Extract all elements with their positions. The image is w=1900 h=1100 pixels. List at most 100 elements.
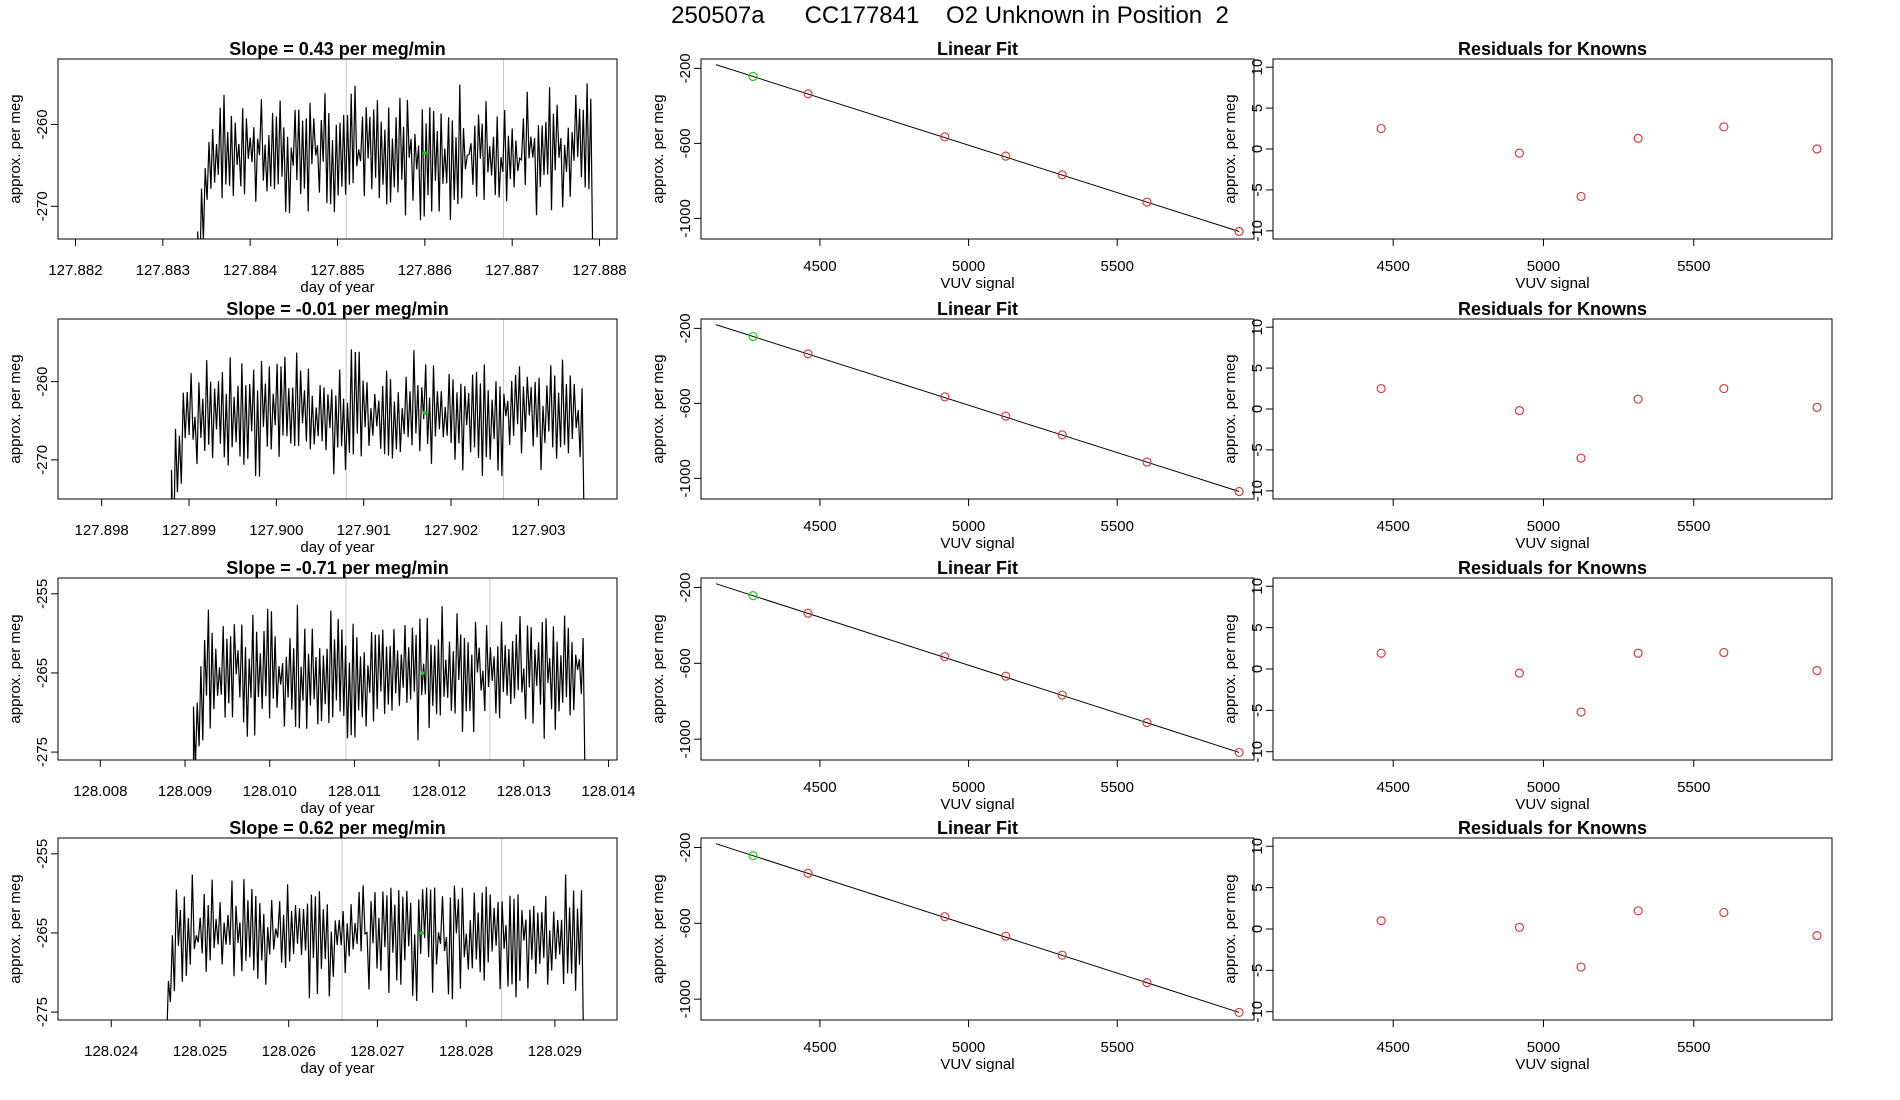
- y-axis-label: approx. per meg: [1222, 614, 1239, 723]
- panel-linear-fit-row2: Linear Fit 4500 5000 5500 -200 -600 -1000 VUV s…: [650, 299, 1255, 552]
- data-point: [1719, 907, 1729, 918]
- plot-area: [715, 583, 1244, 758]
- panel-title: Residuals for Knowns: [1458, 39, 1647, 59]
- panel-title: Linear Fit: [937, 39, 1018, 59]
- data-point: [803, 608, 813, 618]
- data-point: [1057, 690, 1067, 700]
- x-tick-label: 128.028: [439, 1043, 493, 1060]
- panel-linear-fit-row4: Linear Fit 4500 5000 5500 -200 -600 -1000 VUV s…: [650, 818, 1255, 1073]
- plot-area: [1376, 647, 1822, 717]
- x-tick-label: 127.900: [249, 522, 303, 539]
- x-tick-label: 5500: [1677, 518, 1710, 535]
- panel-residuals-row3: Residuals for Knowns 4500 5000 5500 10 5 0 -5 -1…: [1222, 558, 1833, 813]
- y-tick-label: 5: [1249, 364, 1266, 372]
- data-point: [1376, 648, 1386, 658]
- panel-time-series-row1: Slope = 0.43 per meg/min 127.882 127.883 12…: [7, 39, 627, 296]
- x-tick-label: 128.029: [528, 1043, 582, 1060]
- data-point: [940, 392, 950, 402]
- data-point: [1057, 950, 1067, 960]
- page-title: 250507a CC177841 O2 Unknown in Position …: [671, 2, 1229, 29]
- y-tick-label: -200: [677, 572, 694, 602]
- plot-area: [715, 843, 1244, 1018]
- y-tick-label: -5: [1249, 443, 1266, 456]
- y-tick-label: 5: [1249, 623, 1266, 631]
- x-axis-label: day of year: [300, 539, 374, 556]
- plot-frame: [57, 837, 618, 1021]
- y-axis-label: approx. per meg: [650, 354, 667, 463]
- x-tick-label: 127.887: [485, 262, 539, 279]
- x-tick-label: 128.009: [158, 783, 212, 800]
- data-point: [1576, 453, 1586, 463]
- plot-frame: [57, 58, 618, 240]
- signal-series-line: [197, 83, 594, 239]
- panel-title: Residuals for Knowns: [1458, 558, 1647, 578]
- plot-frame: [1272, 577, 1833, 761]
- fit-line: [715, 324, 1240, 492]
- y-tick-label: -265: [34, 918, 51, 948]
- y-tick-label: -5: [1249, 704, 1266, 717]
- data-point: [1514, 148, 1525, 158]
- x-tick-label: 5000: [952, 779, 985, 796]
- y-axis-label: approx. per meg: [650, 94, 667, 203]
- y-tick-label: -200: [677, 53, 694, 83]
- x-tick-label: 127.888: [572, 262, 626, 279]
- y-tick-label: -600: [677, 128, 694, 158]
- y-tick-label: 0: [1249, 925, 1266, 933]
- panel-title: Linear Fit: [937, 558, 1018, 578]
- y-tick-label: -600: [677, 908, 694, 938]
- panel-linear-fit-row1: Linear Fit 4500 5000 5500 -200 -600 -1000 VUV s…: [650, 39, 1255, 292]
- plot-area: [197, 59, 594, 239]
- x-axis-label: VUV signal: [940, 275, 1014, 292]
- data-point: [1234, 486, 1244, 497]
- panel-time-series-row2: Slope = -0.01 per meg/min 127.898 127.899 1…: [7, 299, 618, 556]
- y-tick-label: -260: [34, 109, 51, 139]
- y-axis-label: approx. per meg: [650, 614, 667, 723]
- y-tick-label: -600: [677, 388, 694, 418]
- x-tick-label: 4500: [803, 1039, 836, 1056]
- data-point: [1376, 123, 1386, 134]
- x-tick-label: 127.884: [223, 262, 277, 279]
- x-tick-label: 5500: [1677, 258, 1710, 275]
- y-tick-label: 10: [1249, 578, 1266, 595]
- data-point: [1234, 1007, 1244, 1018]
- y-tick-label: 10: [1249, 59, 1266, 76]
- plot-frame: [1272, 837, 1833, 1021]
- y-tick-label: -270: [34, 445, 51, 475]
- plot-frame: [700, 58, 1255, 240]
- y-tick-label: -1000: [677, 459, 694, 497]
- data-point: [940, 652, 950, 662]
- x-tick-label: 5500: [1677, 1039, 1710, 1056]
- x-tick-label: 127.903: [511, 522, 565, 539]
- plot-frame: [700, 318, 1255, 500]
- data-point: [1057, 430, 1067, 440]
- x-axis-label: VUV signal: [1515, 535, 1589, 552]
- y-tick-label: -200: [677, 832, 694, 862]
- y-tick-label: -10: [1249, 741, 1266, 763]
- y-tick-label: -5: [1249, 183, 1266, 196]
- x-tick-label: 5500: [1101, 1039, 1134, 1056]
- plot-frame: [1272, 318, 1833, 500]
- data-point: [1001, 671, 1011, 681]
- x-tick-label: 5000: [952, 258, 985, 275]
- signal-series-line: [192, 604, 586, 760]
- data-point: [1376, 916, 1386, 926]
- x-tick-label: 4500: [1377, 779, 1410, 796]
- data-point: [1633, 906, 1643, 916]
- data-point: [1633, 394, 1643, 404]
- x-tick-label: 128.025: [173, 1043, 227, 1060]
- data-point: [1719, 383, 1729, 394]
- plot-frame: [700, 577, 1255, 761]
- x-tick-label: 128.011: [328, 783, 381, 800]
- plot-area: [192, 578, 586, 760]
- plot-frame: [1272, 58, 1833, 240]
- y-tick-label: -10: [1249, 480, 1266, 502]
- x-axis-label: VUV signal: [940, 535, 1014, 552]
- plot-area: [170, 319, 585, 499]
- x-axis-label: day of year: [300, 279, 374, 296]
- y-tick-label: -1000: [677, 980, 694, 1018]
- x-tick-label: 4500: [803, 518, 836, 535]
- panel-title: Linear Fit: [937, 818, 1018, 838]
- x-tick-label: 128.026: [262, 1043, 316, 1060]
- plot-frame: [57, 318, 618, 500]
